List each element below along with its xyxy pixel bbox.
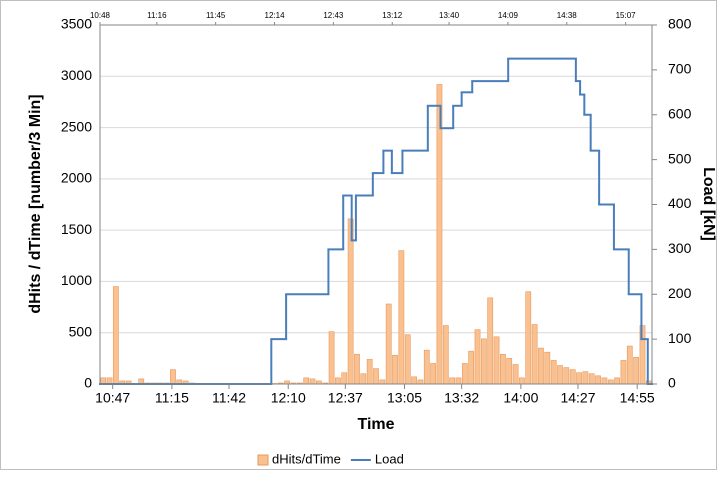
bar (633, 357, 640, 385)
x-tick-label: 11:15 (155, 390, 189, 406)
bar (601, 377, 608, 385)
y2-tick-label: 500 (668, 150, 692, 166)
bar (588, 373, 595, 385)
y2-tick-label: 700 (668, 61, 692, 77)
bar (531, 324, 538, 385)
bar (430, 363, 436, 385)
x-tick-label: 11:42 (212, 390, 246, 406)
y-tick-label: 2000 (61, 170, 92, 186)
y-tick-label: 500 (69, 323, 93, 339)
bar (487, 297, 494, 385)
bar (417, 379, 424, 385)
legend-swatch (257, 454, 269, 466)
y-tick-label: 2500 (61, 118, 92, 134)
bar (398, 250, 405, 385)
bar (442, 325, 449, 385)
bar (373, 368, 379, 385)
x2-tick-label: 12:43 (323, 11, 344, 20)
bar (411, 376, 417, 385)
bar (525, 291, 532, 385)
bar (347, 218, 354, 385)
bar (500, 353, 506, 385)
x-tick-label: 14:27 (560, 390, 595, 406)
bar (341, 372, 348, 385)
x-tick-label: 13:32 (444, 390, 479, 406)
bar (626, 345, 633, 385)
x2-tick-label: 13:12 (382, 11, 403, 20)
x2-tick-label: 10:48 (90, 11, 111, 20)
bar (404, 334, 411, 385)
bar (550, 360, 557, 385)
x2-tick-label: 12:14 (265, 11, 286, 20)
bar (563, 367, 570, 385)
y-tick-label: 1500 (61, 221, 92, 237)
bar (582, 371, 589, 385)
bar (379, 379, 386, 385)
bar (519, 377, 525, 385)
y2-tick-label: 600 (668, 105, 692, 121)
x2-tick-label: 11:16 (147, 11, 167, 20)
bar (366, 359, 373, 385)
chart-frame (0, 0, 717, 470)
bar (480, 338, 487, 385)
bar (569, 369, 576, 385)
y-tick-label: 3500 (61, 16, 92, 32)
bar (557, 365, 563, 385)
bar (506, 358, 513, 385)
x-tick-label: 10:47 (95, 390, 130, 406)
y2-axis-title: Load [kN] (700, 167, 717, 241)
legend-label: Load (375, 451, 404, 466)
bar (309, 378, 316, 385)
bar (620, 360, 627, 385)
bar (607, 379, 614, 385)
bar (538, 347, 544, 385)
y2-tick-label: 300 (668, 240, 692, 256)
x2-tick-label: 15:07 (616, 11, 637, 20)
bar (544, 351, 551, 385)
x-tick-label: 14:55 (620, 390, 655, 406)
y2-tick-label: 0 (668, 375, 676, 391)
bar (170, 369, 176, 385)
x-tick-label: 12:37 (328, 390, 363, 406)
bar (112, 286, 119, 385)
bar (468, 350, 475, 385)
bar (493, 336, 500, 385)
y2-tick-label: 400 (668, 195, 692, 211)
bar (474, 329, 481, 385)
bar (576, 372, 582, 385)
legend-label: dHits/dTime (272, 451, 341, 466)
y2-tick-label: 100 (668, 330, 692, 346)
y2-tick-label: 800 (668, 16, 692, 32)
x-tick-label: 13:05 (387, 390, 422, 406)
bar (328, 331, 335, 385)
x2-tick-label: 14:09 (498, 11, 519, 20)
y2-tick-label: 200 (668, 285, 692, 301)
bar (449, 377, 456, 385)
bar (455, 377, 462, 385)
bar (595, 375, 601, 385)
y-tick-label: 3000 (61, 67, 92, 83)
x2-tick-label: 11:45 (206, 11, 226, 20)
bar (392, 354, 398, 385)
bar (360, 373, 367, 385)
bar (512, 364, 519, 385)
bar (436, 84, 443, 385)
bar (461, 363, 468, 385)
bar (385, 303, 392, 385)
bar (614, 377, 620, 385)
x2-tick-label: 13:40 (439, 11, 460, 20)
bar (423, 349, 430, 385)
bar (354, 353, 360, 385)
x-tick-label: 12:10 (271, 390, 306, 406)
x-tick-label: 14:00 (503, 390, 538, 406)
y-tick-label: 1000 (61, 272, 92, 288)
x-axis-title: Time (357, 416, 394, 433)
y-tick-label: 0 (84, 375, 92, 391)
y-axis-title: dHits / dTime [number/3 Min] (27, 94, 44, 313)
bar (335, 377, 341, 385)
x2-tick-label: 14:38 (557, 11, 578, 20)
bar (303, 377, 310, 385)
